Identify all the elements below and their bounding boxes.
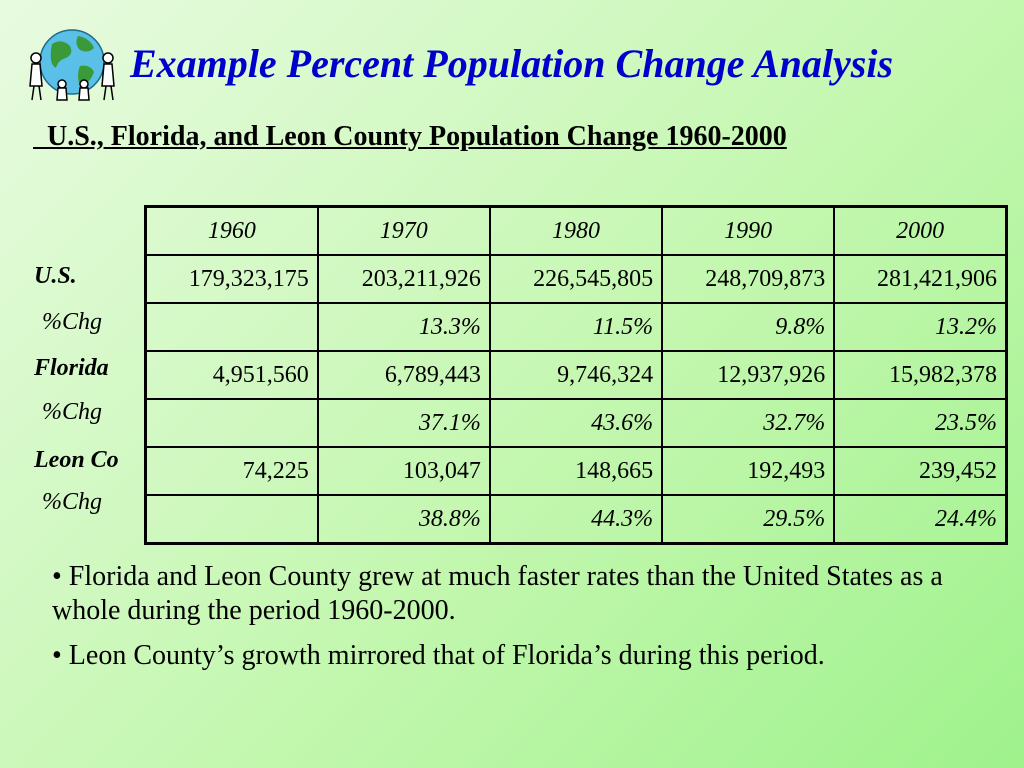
year-header: 1980 xyxy=(488,205,664,256)
table-cell: 23.5% xyxy=(833,398,1008,448)
table-cell: 29.5% xyxy=(661,494,836,545)
table-cell: 192,493 xyxy=(661,446,836,496)
population-table: 1960 1970 1980 1990 2000 179,323,175 203… xyxy=(144,205,1008,545)
table-cell: 281,421,906 xyxy=(833,254,1008,304)
table-row-us: 179,323,175 203,211,926 226,545,805 248,… xyxy=(144,254,1008,304)
table-cell: 9.8% xyxy=(661,302,836,352)
table-cell: 24.4% xyxy=(833,494,1008,545)
table-cell: 203,211,926 xyxy=(316,254,491,304)
table-cell: 148,665 xyxy=(488,446,664,496)
year-header: 1970 xyxy=(316,205,491,256)
table-header-row: 1960 1970 1980 1990 2000 xyxy=(144,205,1008,256)
year-header: 2000 xyxy=(833,205,1008,256)
row-label-florida: Florida xyxy=(34,355,109,381)
row-label-leon: Leon Co xyxy=(34,447,119,473)
table-cell: 6,789,443 xyxy=(316,350,491,400)
globe-with-people-icon xyxy=(29,29,115,101)
year-header: 1990 xyxy=(661,205,836,256)
table-row-leon-pct: 38.8% 44.3% 29.5% 24.4% xyxy=(144,494,1008,545)
table-cell: 15,982,378 xyxy=(833,350,1008,400)
row-label-us: U.S. xyxy=(34,263,77,289)
row-label-us-pct: %Chg xyxy=(42,309,102,335)
table-row-leon: 74,225 103,047 148,665 192,493 239,452 xyxy=(144,446,1008,496)
table-row-florida-pct: 37.1% 43.6% 32.7% 23.5% xyxy=(144,398,1008,448)
table-cell: 179,323,175 xyxy=(144,254,319,304)
table-cell xyxy=(144,494,319,545)
table-cell: 239,452 xyxy=(833,446,1008,496)
year-header: 1960 xyxy=(144,205,319,256)
table-cell: 13.2% xyxy=(833,302,1008,352)
table-cell: 248,709,873 xyxy=(661,254,836,304)
row-label-leon-pct: %Chg xyxy=(42,489,102,515)
table-cell: 37.1% xyxy=(316,398,491,448)
bullet-list: • Florida and Leon County grew at much f… xyxy=(52,560,952,684)
table-cell: 13.3% xyxy=(316,302,491,352)
table-subtitle: U.S., Florida, and Leon County Populatio… xyxy=(33,121,787,152)
table-cell xyxy=(144,302,319,352)
table-cell: 103,047 xyxy=(316,446,491,496)
bullet-item: • Florida and Leon County grew at much f… xyxy=(52,561,943,626)
row-label-florida-pct: %Chg xyxy=(42,399,102,425)
table-cell: 11.5% xyxy=(488,302,664,352)
table-cell: 44.3% xyxy=(488,494,664,545)
table-cell: 74,225 xyxy=(144,446,319,496)
table-row-florida: 4,951,560 6,789,443 9,746,324 12,937,926… xyxy=(144,350,1008,400)
slide-title: Example Percent Population Change Analys… xyxy=(130,41,894,86)
table-cell: 12,937,926 xyxy=(661,350,836,400)
table-cell: 226,545,805 xyxy=(488,254,664,304)
table-cell xyxy=(144,398,319,448)
table-row-us-pct: 13.3% 11.5% 9.8% 13.2% xyxy=(144,302,1008,352)
table-cell: 32.7% xyxy=(661,398,836,448)
table-cell: 9,746,324 xyxy=(488,350,664,400)
table-cell: 38.8% xyxy=(316,494,491,545)
table-cell: 4,951,560 xyxy=(144,350,319,400)
bullet-item: • Leon County’s growth mirrored that of … xyxy=(52,640,825,671)
table-cell: 43.6% xyxy=(488,398,664,448)
